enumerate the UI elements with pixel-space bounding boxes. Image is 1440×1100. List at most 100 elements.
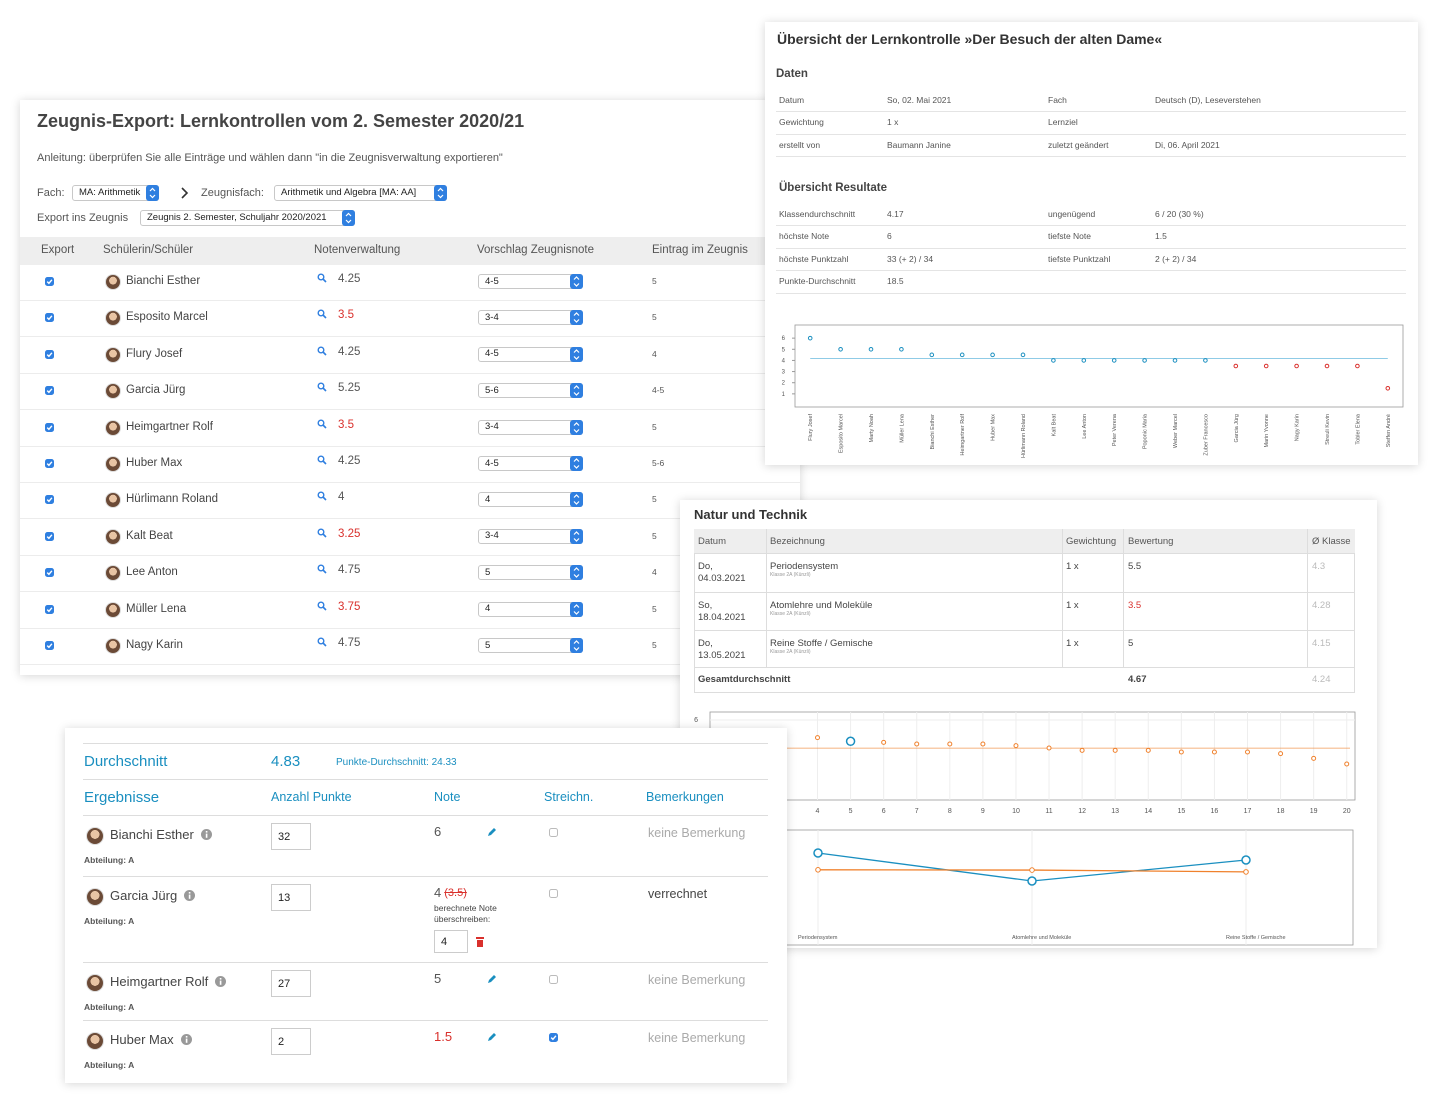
x-tick-label: Flury Josef [808,414,814,441]
grade-link[interactable] [317,564,327,574]
proposal-select[interactable]: 4-5 [478,274,583,289]
select-value: 4 [485,493,491,505]
x-tick-label: 17 [1244,808,1252,815]
select-button [570,383,583,399]
remark: keine Bemerkung [648,1031,746,1045]
grade-link[interactable] [317,419,327,429]
magnifier-handle [322,424,327,429]
point [1081,358,1087,363]
grade-link[interactable] [317,346,327,356]
info-value: So, 02. Mai 2021 [887,94,952,105]
grade-link[interactable] [317,637,327,647]
proposal-select[interactable]: 4-5 [478,346,583,362]
proposal-select[interactable]: 3-4 [478,310,583,326]
select-button-bg [570,565,583,581]
date: So, 18.04.2021 [698,600,746,623]
checkbox[interactable] [45,277,54,286]
row-divider [83,1020,768,1021]
magnifier-glass [317,419,325,427]
grade-link[interactable] [317,491,327,501]
checkbox[interactable] [45,604,54,614]
edit-icon[interactable] [487,974,497,984]
student-name: Kalt Beat [126,529,173,542]
dot-chart: 1 2 3 4 5 6 Flury Josef Esposito Marcel Marty No… [782,324,1404,458]
edit-icon[interactable] [487,827,497,837]
checkbox[interactable] [45,386,54,396]
student-name: Nagy Karin [126,639,183,651]
point [1355,363,1360,369]
field-label: Export ins Zeugnis [37,212,129,224]
proposal-select[interactable]: 4 [478,601,583,617]
grade: 4 [338,491,345,504]
report-entry: 5 [652,494,657,505]
grade-link[interactable] [317,601,327,611]
select-arrows [573,385,580,397]
point [815,867,821,873]
x-tick-label: 11 [1045,808,1052,815]
row-divider [20,591,800,593]
info-bar [189,894,191,899]
info-value: 33 (+ 2) / 34 [887,253,934,264]
select-button [570,565,583,581]
checkbox[interactable] [45,531,54,541]
student-name: Garcia Jürg [126,384,186,397]
proposal-select[interactable]: 4 [478,492,583,508]
select-button-bg [434,185,447,201]
grade-link[interactable] [317,455,327,465]
select-value: 3-4 [485,530,499,542]
page-title: Zeugnis-Export: Lernkontrollen vom 2. Se… [37,111,525,131]
proposal-select[interactable]: 5-6 [478,383,583,399]
row-divider [694,553,1355,554]
report-subject-select[interactable]: Arithmetik und Algebra [MA: AA] [274,185,447,201]
row-divider [694,667,1355,668]
overview-title: Übersicht der Lernkontrolle »Der Besuch … [777,31,1163,47]
point [1241,855,1251,865]
row-divider [776,247,1406,249]
grade-link[interactable] [317,273,327,283]
checkbox[interactable] [45,349,54,359]
x-tick-label: Lee Anton [1082,414,1088,439]
number-input[interactable]: 4 [434,930,468,953]
target-select[interactable]: Zeugnis 2. Semester, Schuljahr 2020/2021 [140,210,355,226]
trash-body [477,940,483,947]
number-input[interactable]: 32 [271,823,311,850]
avatar [105,456,121,472]
checkbox[interactable] [45,495,54,505]
row-divider [776,270,1406,271]
checkbox[interactable] [45,641,54,650]
student: Heimgartner Rolf [110,974,270,989]
number-input[interactable]: 27 [271,970,311,997]
x-tick-label: Tobler Elena [1355,413,1361,445]
edit-icon[interactable] [487,1032,497,1042]
checkbox[interactable] [549,1033,558,1042]
checkbox[interactable] [549,889,558,898]
proposal-select[interactable]: 3-4 [478,419,583,435]
grade-link[interactable] [317,309,327,319]
chevron-line [181,187,189,199]
number-input[interactable]: 2 [271,1028,311,1055]
checkbox[interactable] [45,568,54,578]
info-value: 6 [887,231,892,241]
x-tick-label: Huber Max [991,414,997,441]
delete-icon[interactable] [476,937,484,947]
checkbox[interactable] [549,828,558,837]
proposal-select[interactable]: 5 [478,565,583,581]
select-arrows [345,212,352,224]
proposal-select[interactable]: 4-5 [478,456,583,471]
grade-link[interactable] [317,528,327,538]
proposal-select[interactable]: 3-4 [478,528,583,544]
proposal-select[interactable]: 5 [478,638,583,653]
grade-cell: 1.5 [434,1029,524,1044]
point [815,735,820,741]
y-tick-label: 5 [782,347,786,353]
weight: 1 x [1066,600,1079,611]
grade-link[interactable] [317,382,327,392]
checkbox[interactable] [549,975,558,984]
checkbox[interactable] [45,459,54,468]
checkbox[interactable] [45,422,54,432]
subject-select[interactable]: MA: Arithmetik [72,185,159,201]
number-input[interactable]: 13 [271,884,311,911]
checkbox[interactable] [45,313,54,323]
date: Do, 04.03.2021 [698,561,746,584]
class-average: 4.28 [1312,600,1331,611]
